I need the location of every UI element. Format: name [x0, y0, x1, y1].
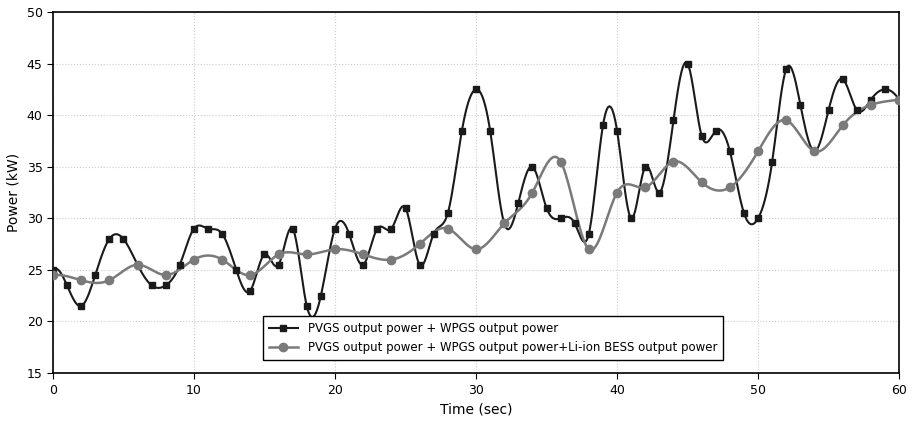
- X-axis label: Time (sec): Time (sec): [440, 402, 512, 416]
- Legend: PVGS output power + WPGS output power, PVGS output power + WPGS output power+Li-: PVGS output power + WPGS output power, P…: [263, 316, 723, 360]
- Y-axis label: Power (kW): Power (kW): [7, 153, 21, 232]
